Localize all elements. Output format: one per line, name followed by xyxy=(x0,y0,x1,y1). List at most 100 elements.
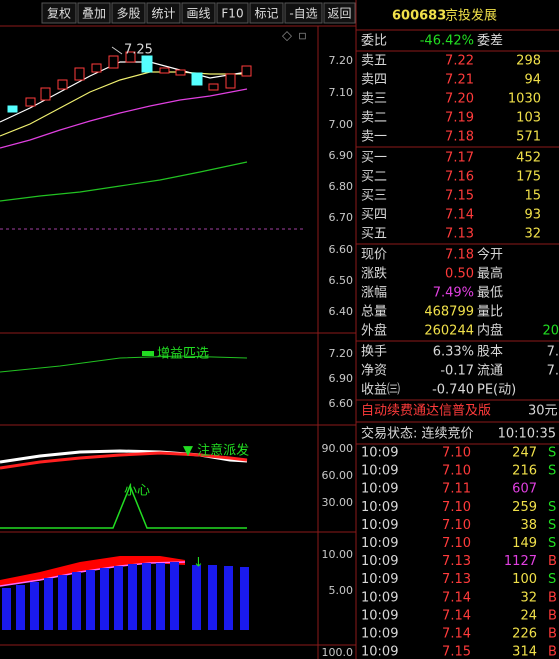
order-volume: 15 xyxy=(524,189,541,204)
stock-code: 600683 xyxy=(392,9,446,24)
axis-label: 6.40 xyxy=(329,305,354,318)
stat-value: -0.740 xyxy=(432,383,474,398)
status-label: 交易状态: 连续竞价 xyxy=(361,426,474,442)
toolbar-label: 标记 xyxy=(254,7,278,21)
toolbar-button[interactable] xyxy=(111,2,146,24)
toolbar-button[interactable] xyxy=(216,2,249,24)
stat-label: 现价 xyxy=(361,248,387,263)
order-label: 买四 xyxy=(361,208,387,223)
tick-side: S xyxy=(548,572,556,587)
toolbar-button[interactable] xyxy=(323,2,356,24)
tick-side: B xyxy=(548,645,557,659)
ad-text: 自动续费通达信普及版 xyxy=(361,404,491,419)
toolbar-button[interactable] xyxy=(41,2,77,24)
ma-green xyxy=(0,161,248,202)
toolbar-label: 多股 xyxy=(116,7,140,21)
tick-price: 7.11 xyxy=(442,482,471,497)
close-icon: ▫ xyxy=(298,29,307,44)
tick-side: B xyxy=(548,554,557,569)
tick-time: 10:09 xyxy=(361,464,398,479)
tick-time: 10:09 xyxy=(361,572,398,587)
axis-label: 30.00 xyxy=(322,496,354,509)
axis-label: 5.00 xyxy=(329,584,354,597)
tick-time: 10:09 xyxy=(361,518,398,533)
order-price: 7.16 xyxy=(445,170,474,185)
tick-volume: 32 xyxy=(520,590,537,605)
tick-side: S xyxy=(548,500,556,515)
tick-time: 10:09 xyxy=(361,645,398,659)
stat-value: 6.33% xyxy=(433,345,474,360)
stat-label: 外盘 xyxy=(361,323,387,339)
tick-volume: 149 xyxy=(512,536,537,551)
order-price: 7.20 xyxy=(445,92,474,107)
stat-value: 7.49% xyxy=(433,286,474,301)
panel3-red xyxy=(0,451,248,470)
stat-label: 涨幅 xyxy=(361,286,387,301)
toolbar-label: F10 xyxy=(221,7,243,21)
stat-label: 最低 xyxy=(477,286,503,301)
order-label: 卖三 xyxy=(361,92,387,107)
order-label: 买三 xyxy=(361,189,387,204)
stat-label: 今开 xyxy=(477,247,503,263)
axis-label: 7.20 xyxy=(329,347,354,360)
panel2-marker xyxy=(142,351,154,356)
order-label: 卖二 xyxy=(361,111,387,126)
tick-time: 10:09 xyxy=(361,536,398,551)
axis-label: 6.60 xyxy=(329,397,354,410)
ma-magenta xyxy=(0,88,248,149)
order-label: 卖四 xyxy=(361,73,387,88)
tick-side: S xyxy=(548,446,556,461)
tick-side: S xyxy=(548,518,556,533)
panel3-green xyxy=(0,484,247,529)
tick-price: 7.14 xyxy=(442,590,471,605)
tick-price: 7.10 xyxy=(442,464,471,479)
axis-label: 7.20 xyxy=(329,54,354,67)
ad-price: 30元 xyxy=(528,404,558,419)
toolbar-button[interactable] xyxy=(146,2,181,24)
stat-value: 7. xyxy=(547,345,559,360)
order-label: 买一 xyxy=(361,151,387,166)
stat-label: 最高 xyxy=(477,266,503,282)
tick-side: B xyxy=(548,608,557,623)
stat-label: 净资 xyxy=(361,364,387,379)
order-volume: 32 xyxy=(524,227,541,242)
toolbar-label: 画线 xyxy=(186,7,210,21)
tick-volume: 607 xyxy=(512,482,537,497)
stat-label: 总量 xyxy=(361,305,387,320)
axis-label: 6.90 xyxy=(329,372,354,385)
toolbar-button[interactable] xyxy=(181,2,216,24)
order-volume: 298 xyxy=(516,54,541,69)
tick-time: 10:09 xyxy=(361,608,398,623)
tick-time: 10:09 xyxy=(361,590,398,605)
order-label: 买五 xyxy=(361,227,387,242)
candles xyxy=(7,51,252,113)
axis-label: 10.00 xyxy=(322,548,354,561)
caution-label: 小心 xyxy=(124,484,150,499)
axis-label: 6.70 xyxy=(329,211,354,224)
tick-volume: 226 xyxy=(512,627,537,642)
toolbar-button[interactable] xyxy=(249,2,284,24)
stat-label: 涨跌 xyxy=(361,266,387,282)
axis-label: 60.00 xyxy=(322,469,354,482)
tick-time: 10:09 xyxy=(361,554,398,569)
panel2-line xyxy=(0,355,248,373)
stat-value: 0.50 xyxy=(445,267,474,282)
high-label: 7.25 xyxy=(124,43,153,58)
toolbar-button[interactable] xyxy=(77,2,111,24)
stock-name: 京投发展 xyxy=(445,8,497,24)
tick-time: 10:09 xyxy=(361,627,398,642)
tick-price: 7.10 xyxy=(442,518,471,533)
axis-label: 6.90 xyxy=(329,149,354,162)
tick-price: 7.13 xyxy=(442,554,471,569)
tick-price: 7.14 xyxy=(442,608,471,623)
weidiff-label: 委差 xyxy=(477,34,503,49)
order-label: 卖五 xyxy=(361,54,387,69)
tick-volume: 38 xyxy=(520,518,537,533)
order-price: 7.18 xyxy=(445,130,474,145)
order-price: 7.13 xyxy=(445,227,474,242)
tick-time: 10:09 xyxy=(361,446,398,461)
warning-label: ▼ 注意派发 xyxy=(183,443,249,459)
toolbar-button[interactable] xyxy=(284,2,323,24)
toolbar-label: 叠加 xyxy=(82,7,106,21)
